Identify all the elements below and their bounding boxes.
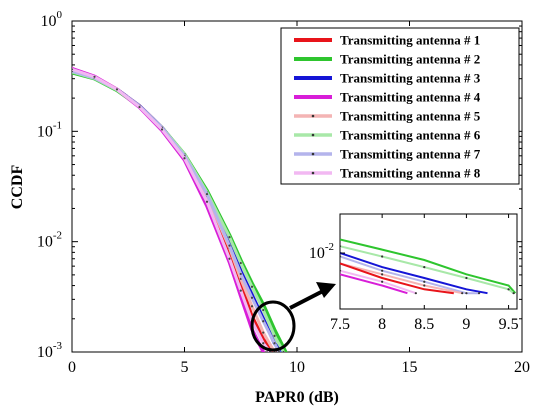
inset-series-point-transmitting-antenna-6: [507, 288, 510, 291]
inset-tick-group: 7.5 8 8.5 9 9.5 10-2: [309, 214, 519, 333]
series-point-transmitting-antenna-6: [262, 308, 265, 312]
series-point-transmitting-antenna-7: [262, 320, 265, 323]
legend-label: Transmitting antenna # 8: [340, 166, 481, 181]
series-point-transmitting-antenna-8: [262, 342, 265, 345]
y-tick-label: 10-2: [37, 230, 62, 251]
series-point-transmitting-antenna-8: [205, 200, 209, 203]
series-point-transmitting-antenna-7: [205, 192, 209, 196]
zoom-arrow-head: [316, 282, 336, 298]
legend-marker: [311, 114, 315, 118]
inset-series-line-transmitting-antenna-5: [340, 262, 463, 295]
series-point-transmitting-antenna-8: [115, 88, 119, 91]
x-tick-label: 10: [289, 359, 305, 376]
series-point-transmitting-antenna-8: [183, 157, 186, 160]
main-tick-group: 0 5 10 15 20 100 10-1 10-2 10-3: [37, 9, 530, 376]
series-point-transmitting-antenna-6: [250, 285, 254, 288]
series-point-transmitting-antenna-8: [228, 257, 231, 260]
legend-label: Transmitting antenna # 3: [340, 71, 481, 86]
y-tick-label: 10-3: [37, 340, 63, 361]
inset-series-point-transmitting-antenna-7: [381, 269, 384, 272]
inset-series-point-transmitting-antenna-5: [461, 292, 464, 295]
series-point-transmitting-antenna-8: [72, 68, 74, 71]
legend-label: Transmitting antenna # 4: [340, 90, 481, 105]
series-point-transmitting-antenna-8: [138, 105, 141, 109]
series-point-transmitting-antenna-8: [239, 289, 242, 292]
inset-series-point-transmitting-antenna-6: [381, 255, 384, 258]
series-point-transmitting-antenna-7: [273, 342, 276, 345]
legend-label: Transmitting antenna # 7: [340, 147, 481, 162]
x-tick-label: 0: [68, 359, 76, 376]
inset-series-point-transmitting-antenna-7: [423, 280, 426, 283]
inset-series-point-transmitting-antenna-7: [477, 292, 481, 295]
inset-series-line-transmitting-antenna-4: [340, 273, 408, 295]
legend-label: Transmitting antenna # 6: [340, 128, 481, 143]
series-point-transmitting-antenna-6: [282, 350, 285, 352]
series-point-transmitting-antenna-7: [239, 272, 242, 276]
inset-series-point-transmitting-antenna-7: [340, 255, 342, 258]
x-axis-label: PAPR0 (dB): [255, 389, 339, 406]
inset-series-line-transmitting-antenna-1: [340, 262, 454, 295]
legend-label: Transmitting antenna # 2: [340, 52, 480, 67]
zoom-arrow-line: [289, 288, 326, 310]
series-point-transmitting-antenna-7: [277, 350, 281, 352]
x-tick-label: 5: [181, 359, 189, 376]
inset-x-tick-label: 7.5: [330, 316, 350, 333]
inset-y-tick-label: 10-2: [309, 241, 334, 262]
inset-x-tick-label: 9: [462, 316, 470, 333]
inset-series-line-transmitting-antenna-2: [340, 238, 517, 294]
series-point-transmitting-antenna-6: [273, 334, 276, 337]
series-point-transmitting-antenna-7: [228, 244, 231, 247]
inset-series-group: [340, 238, 517, 295]
legend-label: Transmitting antenna # 5: [340, 109, 481, 124]
inset-series-point-transmitting-antenna-8: [414, 292, 417, 295]
series-point-transmitting-antenna-6: [228, 235, 231, 239]
series-point-transmitting-antenna-5: [262, 331, 265, 334]
legend-label: Transmitting antenna # 1: [340, 33, 480, 48]
legend-marker: [311, 133, 315, 137]
y-tick-label: 10-1: [37, 119, 62, 140]
y-axis-label: CCDF: [9, 165, 26, 210]
inset-series-point-transmitting-antenna-8: [381, 280, 384, 283]
zoom-circle: [250, 300, 296, 352]
series-point-transmitting-antenna-6: [239, 261, 242, 265]
inset-series-point-transmitting-antenna-6: [423, 265, 426, 269]
inset-series-line-transmitting-antenna-3: [340, 252, 488, 295]
series-point-transmitting-antenna-7: [250, 296, 254, 299]
x-tick-label: 20: [514, 359, 530, 376]
legend-box: [280, 27, 520, 185]
y-tick-label: 100: [41, 9, 63, 30]
inset-x-tick-label: 8.5: [414, 316, 434, 333]
legend: Transmitting antenna # 1 Transmitting ant…: [280, 27, 520, 185]
series-point-transmitting-antenna-5: [250, 305, 254, 308]
legend-marker: [311, 171, 315, 175]
series-line-transmitting-antenna-8: [72, 67, 272, 352]
series-point-transmitting-antenna-8: [93, 75, 96, 78]
inset-series-point-transmitting-antenna-6: [465, 276, 468, 280]
inset-x-tick-label: 8: [378, 316, 386, 333]
inset-series-point-transmitting-antenna-6: [340, 245, 342, 248]
inset-x-tick-label: 9.5: [499, 316, 519, 333]
series-point-transmitting-antenna-8: [160, 128, 164, 131]
inset-series-point-transmitting-antenna-8: [340, 269, 342, 272]
legend-marker: [311, 152, 315, 156]
inset-series-point-transmitting-antenna-6: [512, 292, 515, 295]
inset-series-point-transmitting-antenna-7: [465, 292, 468, 295]
x-tick-label: 15: [402, 359, 418, 376]
inset-series-point-transmitting-antenna-5: [381, 273, 384, 276]
inset-series-point-transmitting-antenna-5: [423, 284, 426, 287]
